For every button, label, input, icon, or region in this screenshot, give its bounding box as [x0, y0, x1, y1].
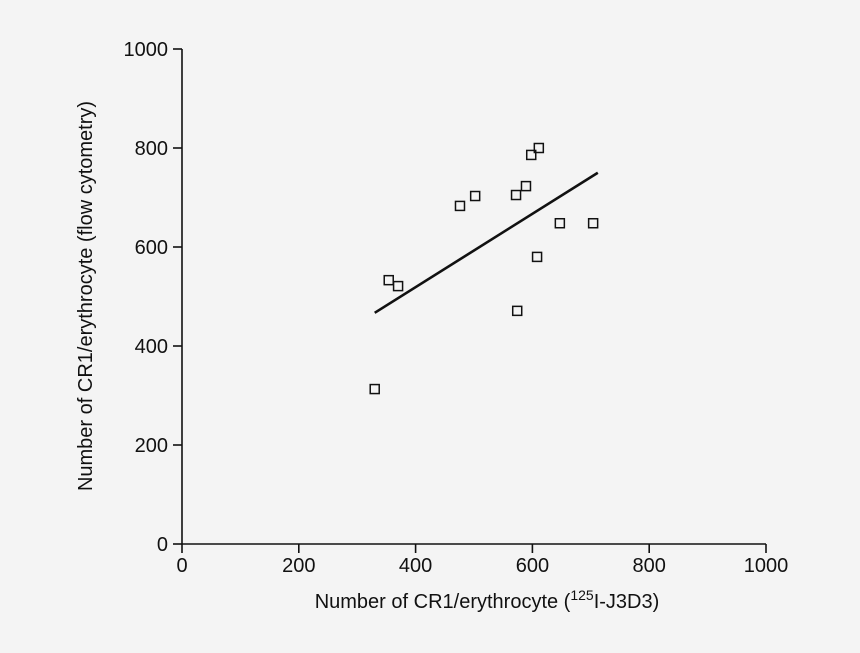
y-tick-label: 800 — [135, 138, 168, 160]
data-point — [369, 383, 380, 395]
x-tick-label: 600 — [516, 555, 549, 577]
x-axis-title-superscript: 125 — [570, 587, 594, 603]
y-tick-label: 200 — [135, 435, 168, 457]
data-point — [511, 305, 523, 317]
x-tick-label: 0 — [176, 555, 187, 577]
x-tick-label: 200 — [282, 555, 315, 577]
data-point — [392, 280, 404, 292]
data-point — [533, 142, 545, 154]
x-axis-title-text: Number of CR1/erythrocyte ( — [315, 591, 571, 613]
x-axis-title: Number of CR1/erythrocyte (125I-J3D3) — [315, 587, 660, 613]
y-tick-label: 400 — [135, 336, 168, 358]
data-point — [469, 190, 481, 202]
data-point — [520, 180, 532, 192]
data-point — [587, 217, 599, 229]
y-tick-label: 600 — [135, 237, 168, 259]
data-point — [510, 189, 522, 201]
y-tick-label: 0 — [157, 534, 168, 556]
data-point — [531, 251, 543, 263]
x-axis-title-text: I-J3D3) — [594, 591, 660, 613]
data-point — [383, 274, 394, 286]
y-tick-label: 1000 — [124, 39, 169, 61]
x-tick-label: 400 — [399, 555, 432, 577]
trend-line — [374, 171, 599, 314]
data-point — [554, 217, 566, 229]
y-axis-title: Number of CR1/erythrocyte (flow cytometr… — [75, 101, 97, 491]
data-point — [525, 149, 537, 161]
x-tick-label: 1000 — [744, 555, 789, 577]
x-tick-label: 800 — [633, 555, 666, 577]
data-point — [454, 200, 466, 212]
